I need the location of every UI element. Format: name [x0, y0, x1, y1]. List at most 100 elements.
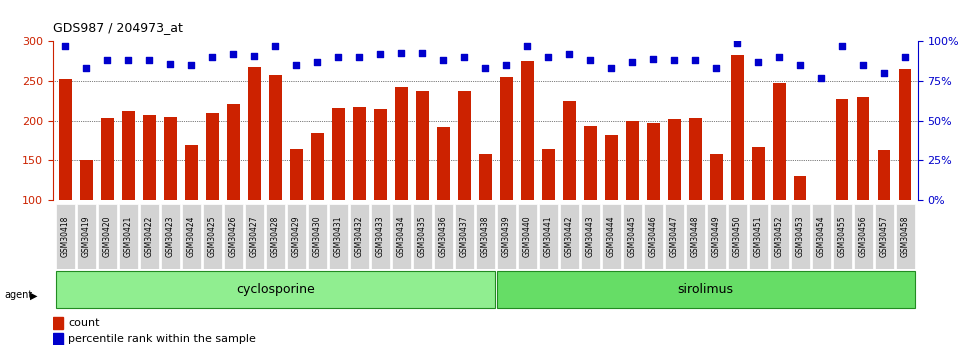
- Bar: [60, 79, 72, 279]
- Bar: [248, 67, 260, 279]
- Bar: [479, 154, 492, 279]
- Bar: [374, 109, 386, 279]
- FancyBboxPatch shape: [539, 204, 557, 269]
- FancyBboxPatch shape: [56, 271, 495, 308]
- Bar: [857, 97, 870, 279]
- FancyBboxPatch shape: [371, 204, 390, 269]
- FancyBboxPatch shape: [497, 271, 915, 308]
- Bar: [164, 117, 177, 279]
- FancyBboxPatch shape: [350, 204, 369, 269]
- Text: agent: agent: [5, 290, 33, 300]
- Point: [582, 58, 598, 63]
- Point: [435, 58, 451, 63]
- Text: GDS987 / 204973_at: GDS987 / 204973_at: [53, 21, 183, 34]
- FancyBboxPatch shape: [56, 204, 75, 269]
- FancyBboxPatch shape: [770, 204, 789, 269]
- Bar: [416, 91, 429, 279]
- FancyBboxPatch shape: [497, 204, 516, 269]
- Point: [793, 62, 808, 68]
- Bar: [500, 77, 512, 279]
- Point: [834, 43, 850, 49]
- Point: [561, 51, 577, 57]
- Text: percentile rank within the sample: percentile rank within the sample: [68, 334, 257, 344]
- Text: GSM30433: GSM30433: [376, 215, 384, 257]
- Point: [646, 56, 661, 62]
- FancyBboxPatch shape: [266, 204, 284, 269]
- FancyBboxPatch shape: [896, 204, 915, 269]
- Text: GSM30442: GSM30442: [565, 215, 574, 257]
- Text: GSM30449: GSM30449: [712, 215, 721, 257]
- Text: GSM30419: GSM30419: [82, 215, 91, 257]
- FancyBboxPatch shape: [77, 204, 96, 269]
- Text: GSM30420: GSM30420: [103, 215, 111, 257]
- Point: [121, 58, 136, 63]
- Text: GSM30422: GSM30422: [145, 215, 154, 257]
- Point: [162, 61, 178, 66]
- Bar: [458, 91, 471, 279]
- Text: GSM30454: GSM30454: [817, 215, 825, 257]
- Text: ▶: ▶: [30, 291, 37, 300]
- FancyBboxPatch shape: [833, 204, 851, 269]
- Bar: [877, 150, 891, 279]
- Text: GSM30430: GSM30430: [313, 215, 322, 257]
- FancyBboxPatch shape: [329, 204, 348, 269]
- FancyBboxPatch shape: [182, 204, 201, 269]
- Text: GSM30439: GSM30439: [502, 215, 511, 257]
- Point: [751, 59, 766, 65]
- FancyBboxPatch shape: [749, 204, 768, 269]
- Point: [58, 43, 73, 49]
- FancyBboxPatch shape: [706, 204, 726, 269]
- Text: GSM30458: GSM30458: [900, 215, 910, 257]
- FancyBboxPatch shape: [140, 204, 159, 269]
- Point: [247, 53, 262, 58]
- Point: [772, 55, 787, 60]
- Point: [456, 55, 472, 60]
- FancyBboxPatch shape: [203, 204, 222, 269]
- Bar: [437, 127, 450, 279]
- Text: sirolimus: sirolimus: [678, 283, 734, 296]
- Text: GSM30435: GSM30435: [418, 215, 427, 257]
- FancyBboxPatch shape: [413, 204, 431, 269]
- Bar: [752, 147, 765, 279]
- FancyBboxPatch shape: [392, 204, 410, 269]
- Bar: [353, 107, 365, 279]
- Point: [100, 58, 115, 63]
- Point: [855, 62, 871, 68]
- Text: GSM30440: GSM30440: [523, 215, 531, 257]
- Bar: [899, 69, 911, 279]
- Point: [268, 43, 283, 49]
- FancyBboxPatch shape: [644, 204, 663, 269]
- Bar: [53, 333, 63, 345]
- FancyBboxPatch shape: [602, 204, 621, 269]
- Point: [79, 66, 94, 71]
- Text: GSM30452: GSM30452: [775, 215, 784, 257]
- Text: GSM30438: GSM30438: [480, 215, 490, 257]
- Text: GSM30451: GSM30451: [753, 215, 763, 257]
- Text: cyclosporine: cyclosporine: [236, 283, 315, 296]
- Point: [226, 51, 241, 57]
- FancyBboxPatch shape: [433, 204, 453, 269]
- FancyBboxPatch shape: [665, 204, 683, 269]
- Text: GSM30431: GSM30431: [333, 215, 343, 257]
- Point: [394, 50, 409, 55]
- FancyBboxPatch shape: [623, 204, 642, 269]
- Bar: [101, 118, 113, 279]
- Bar: [626, 121, 638, 279]
- FancyBboxPatch shape: [476, 204, 495, 269]
- Bar: [206, 113, 219, 279]
- Point: [898, 55, 913, 60]
- Bar: [290, 148, 303, 279]
- Point: [667, 58, 682, 63]
- Point: [520, 43, 535, 49]
- Bar: [731, 55, 744, 279]
- FancyBboxPatch shape: [580, 204, 600, 269]
- FancyBboxPatch shape: [119, 204, 137, 269]
- FancyBboxPatch shape: [686, 204, 704, 269]
- Text: GSM30421: GSM30421: [124, 215, 133, 257]
- Point: [478, 66, 493, 71]
- Text: GSM30456: GSM30456: [859, 215, 868, 257]
- Bar: [773, 83, 785, 279]
- Point: [205, 55, 220, 60]
- Bar: [227, 104, 239, 279]
- Text: GSM30457: GSM30457: [879, 215, 889, 257]
